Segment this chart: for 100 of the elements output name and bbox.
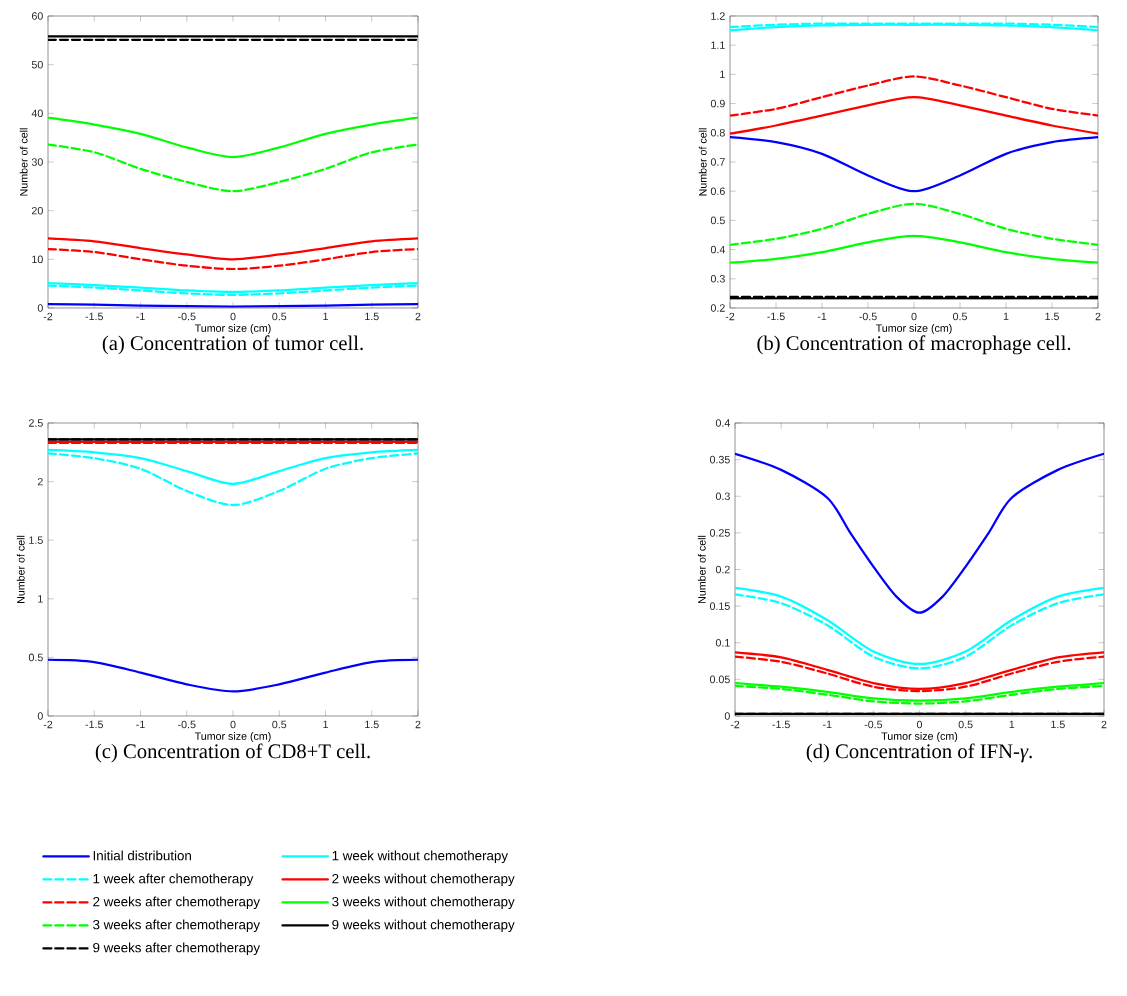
x-tick-label: 2 [1101, 720, 1107, 729]
legend-label: 1 week after chemotherapy [93, 873, 254, 886]
line-series [48, 116, 418, 159]
x-tick-label: 0 [230, 720, 236, 729]
x-tick-label: 0.5 [953, 312, 967, 321]
x-tick-label: 0 [911, 312, 917, 321]
legend-label: 2 weeks without chemotherapy [332, 873, 515, 886]
y-tick-label: 50 [31, 60, 43, 69]
y-tick-label: 10 [32, 255, 43, 264]
y-tick-label: 0.7 [710, 158, 725, 166]
x-tick-label: -1 [817, 312, 827, 321]
x-tick-label: 1 [1003, 312, 1009, 321]
x-tick-label: 2 [415, 312, 421, 321]
y-tick-label: 0.2 [715, 565, 730, 574]
line-series [48, 658, 418, 693]
y-tick-label: 0.15 [709, 602, 730, 610]
y-tick-label: 2 [37, 477, 43, 486]
x-tick-label: 1 [323, 312, 328, 321]
x-axis-title: Tumor size (cm) [881, 732, 958, 743]
x-tick-label: -0.5 [859, 312, 877, 321]
text: (d) Concentration of IFN-γ. [806, 743, 1032, 763]
x-tick-label: 1.5 [365, 312, 379, 321]
y-tick-label: 0.6 [710, 187, 725, 195]
y-tick-label: 1 [720, 70, 725, 79]
x-axis-title: Tumor size (cm) [875, 324, 952, 335]
x-tick-label: -2 [730, 720, 740, 729]
y-tick-label: 0.25 [709, 529, 730, 537]
x-tick-label: -1.5 [767, 312, 785, 321]
y-tick-label: 60 [31, 12, 43, 20]
x-tick-label: -1 [136, 720, 145, 729]
x-tick-label: 2 [415, 720, 421, 729]
y-tick-label: 0.4 [710, 245, 725, 254]
legend-label: 3 weeks without chemotherapy [332, 896, 515, 909]
x-tick-label: -1.5 [85, 312, 103, 321]
y-tick-label: 0.1 [715, 638, 730, 647]
y-tick-label: 0.35 [709, 455, 730, 464]
legend-label: Initial distribution [93, 850, 191, 861]
y-tick-label: 0.05 [709, 675, 730, 684]
y-tick-label: 0.5 [28, 653, 43, 662]
y-tick-label: 0 [724, 712, 730, 720]
x-tick-label: 1 [323, 720, 328, 729]
y-tick-label: 0.4 [715, 419, 730, 427]
line-series [730, 202, 1099, 247]
x-tick-label: 0.5 [272, 312, 287, 321]
y-tick-label: 1.1 [711, 41, 725, 49]
x-tick-label: -1 [136, 312, 145, 321]
x-tick-label: 1.5 [1045, 312, 1059, 321]
x-tick-label: 1 [1009, 720, 1015, 729]
legend-label: 2 weeks after chemotherapy [93, 896, 260, 909]
text: (b) Concentration of macrophage cell. [757, 335, 1071, 355]
x-tick-label: -1.5 [772, 720, 790, 729]
y-axis-title: Number of cell [698, 128, 707, 196]
x-axis-title: Tumor size (cm) [194, 324, 271, 335]
y-axis-title: Number of cell [16, 535, 25, 603]
x-tick-label: 0 [916, 720, 923, 729]
line-series [48, 143, 418, 193]
y-tick-label: 0 [37, 304, 43, 312]
x-tick-label: -0.5 [178, 312, 196, 321]
text: (c) Concentration of CD8+T cell. [95, 743, 370, 763]
y-tick-label: 0.3 [710, 275, 725, 283]
x-tick-label: 1.5 [365, 720, 379, 729]
line-series [48, 452, 418, 507]
line-series [735, 452, 1105, 614]
x-tick-label: -0.5 [178, 720, 196, 729]
x-tick-label: 0 [230, 312, 236, 321]
legend-label: 9 weeks without chemotherapy [332, 919, 515, 932]
y-tick-label: 2.5 [29, 419, 43, 427]
y-axis-title: Number of cell [697, 535, 706, 603]
x-tick-label: -1.5 [85, 720, 103, 729]
x-tick-label: -0.5 [864, 720, 883, 729]
x-axis-title: Tumor size (cm) [194, 732, 271, 743]
x-tick-label: 2 [1095, 312, 1101, 321]
x-tick-label: 1.5 [1051, 720, 1065, 729]
y-axis-title: Number of cell [19, 128, 28, 196]
legend-label: 9 weeks after chemotherapy [93, 942, 260, 955]
line-series [48, 237, 418, 261]
x-tick-label: 0.5 [272, 720, 287, 729]
y-tick-label: 0 [37, 712, 43, 720]
x-tick-label: -2 [43, 720, 53, 729]
y-tick-label: 0.2 [710, 304, 725, 312]
line-series [730, 75, 1099, 117]
y-tick-label: 0.5 [710, 216, 725, 225]
line-series [730, 136, 1099, 193]
y-tick-label: 20 [31, 206, 43, 215]
y-tick-label: 0.8 [710, 129, 725, 137]
text: (a) Concentration of tumor cell. [102, 335, 363, 355]
x-tick-label: 0.5 [958, 720, 973, 729]
y-tick-label: 30 [31, 158, 43, 166]
y-tick-label: 0.9 [710, 99, 725, 108]
legend-label: 1 week without chemotherapy [332, 850, 508, 863]
y-tick-label: 1.2 [711, 12, 725, 20]
y-tick-label: 1.5 [29, 536, 43, 544]
x-tick-label: -2 [725, 312, 735, 321]
y-tick-label: 40 [31, 109, 43, 118]
x-tick-label: -2 [43, 312, 53, 321]
legend-label: 3 weeks after chemotherapy [93, 919, 260, 932]
line-series [730, 234, 1099, 264]
line-series [48, 247, 418, 271]
y-tick-label: 0.3 [715, 492, 730, 501]
x-tick-label: -1 [823, 720, 832, 729]
